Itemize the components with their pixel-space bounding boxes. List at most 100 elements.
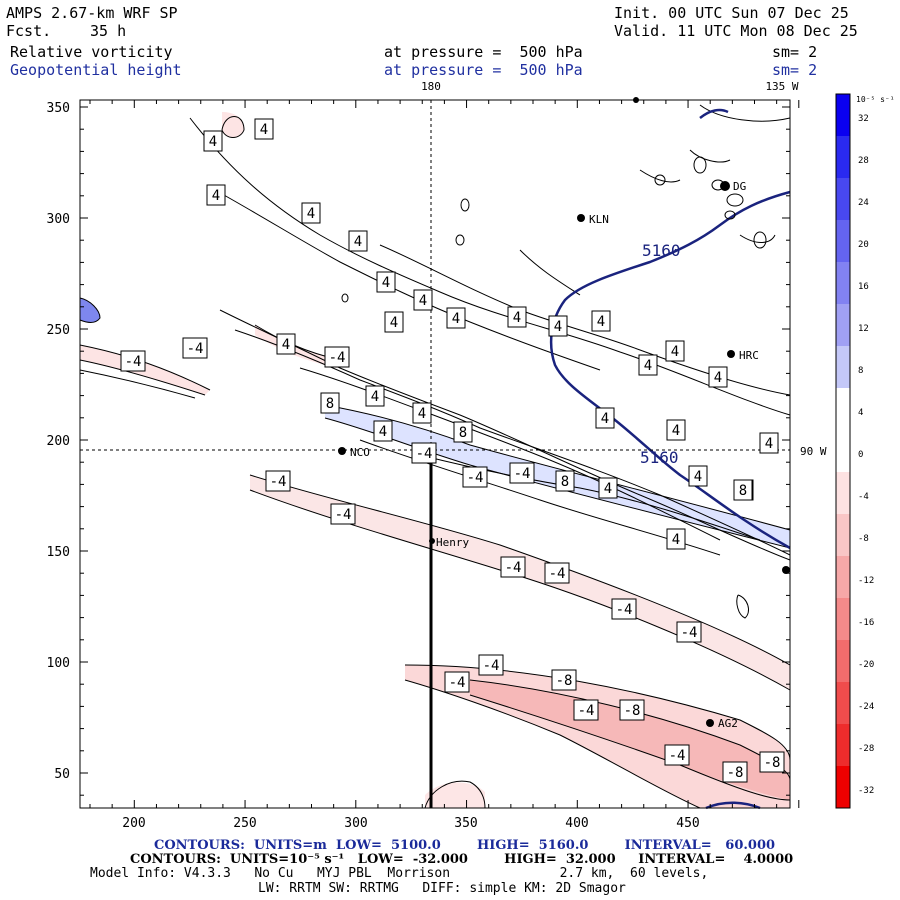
contour-value-label: 4 bbox=[348, 230, 368, 252]
svg-text:4: 4 bbox=[597, 314, 605, 330]
model-info: Model Info: V4.3.3 No Cu MYJ PBL Morriso… bbox=[90, 866, 709, 881]
station-nco-label: NCO bbox=[350, 446, 370, 459]
colorbar-segment bbox=[836, 514, 850, 557]
colorbar-label: -20 bbox=[858, 660, 874, 670]
lon-label-90w: 90 W bbox=[800, 445, 827, 458]
vorticity-contour-info: CONTOURS: UNITS=10⁻⁵ s⁻¹ LOW= -32.000 HI… bbox=[130, 852, 794, 867]
svg-text:-4: -4 bbox=[125, 354, 142, 370]
contour-value-label: -4 bbox=[330, 503, 356, 525]
left-positive-fill bbox=[80, 298, 100, 323]
contour-value-label: 4 bbox=[759, 432, 779, 454]
contour-value-label: 4 bbox=[384, 311, 404, 333]
colorbar-segment bbox=[836, 682, 850, 725]
colorbar-segment bbox=[836, 94, 850, 137]
svg-text:4: 4 bbox=[371, 389, 379, 405]
svg-text:4: 4 bbox=[765, 436, 773, 452]
contour-value-label: 4 bbox=[203, 130, 223, 152]
colorbar-label: 0 bbox=[858, 450, 863, 460]
colorbar-label: -4 bbox=[858, 492, 869, 502]
field2-pressure: at pressure = 500 hPa bbox=[384, 61, 583, 79]
colorbar-segment bbox=[836, 178, 850, 221]
y-tick-label: 100 bbox=[47, 656, 70, 671]
svg-text:-4: -4 bbox=[270, 474, 287, 490]
svg-text:4: 4 bbox=[604, 481, 612, 497]
svg-text:4: 4 bbox=[382, 275, 390, 291]
station-kln-label: KLN bbox=[589, 213, 609, 226]
contour-value-label: 4 bbox=[412, 402, 432, 424]
svg-text:-8: -8 bbox=[556, 673, 573, 689]
contour-value-label: -4 bbox=[478, 654, 504, 676]
colorbar: 32 28 24 20 16 12 8 4 0 -4 -8 -12 -16 -20 -24 -28 -32 10⁻… bbox=[835, 93, 895, 809]
colorbar-segment bbox=[836, 136, 850, 179]
contour-value-label: 4 bbox=[548, 315, 568, 337]
colorbar-label: -24 bbox=[858, 702, 874, 712]
contour-value-label: -4 bbox=[611, 598, 637, 620]
station-edge-marker bbox=[782, 566, 790, 574]
colorbar-label: 12 bbox=[858, 324, 869, 334]
colorbar-label: -32 bbox=[858, 786, 874, 796]
contour-value-label: 4 bbox=[254, 118, 274, 140]
y-tick-label: 200 bbox=[47, 434, 70, 449]
contour-value-label: -4 bbox=[664, 744, 690, 766]
contour-value-label: -4 bbox=[462, 466, 488, 488]
vorticity-labels: 444444444444444444444444448888-4-4-4-4-4… bbox=[120, 118, 785, 783]
contour-value-label: -4 bbox=[444, 671, 470, 693]
colorbar-segment bbox=[836, 556, 850, 599]
contour-value-label: 4 bbox=[507, 306, 527, 328]
contour-value-label: -8 bbox=[619, 699, 645, 721]
colorbar-label: 24 bbox=[858, 198, 869, 208]
contour-value-label: 4 bbox=[276, 333, 296, 355]
svg-text:-4: -4 bbox=[669, 748, 686, 764]
contour-value-label: -8 bbox=[722, 761, 748, 783]
station-henry-label: Henry bbox=[436, 536, 469, 549]
svg-text:-8: -8 bbox=[727, 765, 744, 781]
colorbar-segment bbox=[836, 766, 850, 809]
svg-text:4: 4 bbox=[379, 424, 387, 440]
model-title: AMPS 2.67-km WRF SP bbox=[6, 4, 178, 22]
svg-text:4: 4 bbox=[554, 319, 562, 335]
colorbar-segment bbox=[836, 598, 850, 641]
colorbar-segment bbox=[836, 430, 850, 473]
contour-value-label: 4 bbox=[365, 385, 385, 407]
svg-text:8: 8 bbox=[459, 425, 467, 441]
contour-value-label: -4 bbox=[411, 442, 437, 464]
dg-contour-cluster bbox=[341, 156, 767, 303]
forecast-hour: 35 h bbox=[90, 22, 127, 40]
svg-text:-4: -4 bbox=[616, 602, 633, 618]
svg-text:-4: -4 bbox=[549, 566, 566, 582]
colorbar-unit: 10⁻⁵ s⁻¹ bbox=[856, 95, 895, 104]
contour-value-label: 8 bbox=[320, 392, 340, 414]
svg-text:-8: -8 bbox=[624, 703, 641, 719]
svg-text:8: 8 bbox=[326, 396, 334, 412]
negative-fill-1 bbox=[250, 475, 790, 690]
height-contour-info: CONTOURS: UNITS=m LOW= 5100.0 HIGH= 5160… bbox=[154, 838, 776, 853]
svg-text:4: 4 bbox=[209, 134, 217, 150]
svg-text:4: 4 bbox=[307, 206, 315, 222]
colorbar-label: 32 bbox=[858, 114, 869, 124]
contour-value-label: -4 bbox=[509, 462, 535, 484]
svg-text:-4: -4 bbox=[467, 470, 484, 486]
field1-smoothing: sm= 2 bbox=[772, 43, 818, 61]
contour-value-label: -8 bbox=[759, 751, 785, 773]
contour-value-label: 4 bbox=[598, 477, 618, 499]
svg-text:8: 8 bbox=[561, 474, 569, 490]
svg-text:-4: -4 bbox=[449, 675, 466, 691]
colorbar-segment bbox=[836, 262, 850, 305]
contour-value-label: 4 bbox=[665, 340, 685, 362]
svg-text:-4: -4 bbox=[483, 658, 500, 674]
contour-value-label: -4 bbox=[120, 350, 146, 372]
svg-text:4: 4 bbox=[513, 310, 521, 326]
svg-text:-8: -8 bbox=[764, 755, 781, 771]
x-tick-label: 400 bbox=[565, 816, 588, 831]
colorbar-label: 28 bbox=[858, 156, 869, 166]
colorbar-label: -8 bbox=[858, 534, 869, 544]
lon-label-180: 180 bbox=[421, 80, 441, 93]
colorbar-label: -16 bbox=[858, 618, 874, 628]
contour-value-label: 4 bbox=[301, 202, 321, 224]
contour-value-label: 4 bbox=[666, 528, 686, 550]
colorbar-label: -28 bbox=[858, 744, 874, 754]
field2-name: Geopotential height bbox=[10, 61, 182, 79]
svg-text:-4: -4 bbox=[335, 507, 352, 523]
axis-ticks bbox=[80, 100, 800, 808]
colorbar-label: 4 bbox=[858, 408, 863, 418]
